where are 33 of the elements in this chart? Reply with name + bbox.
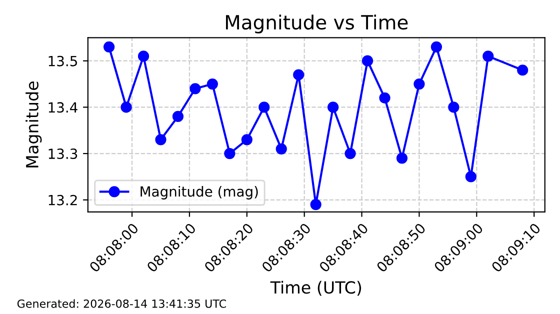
legend-label: Magnitude (mag) <box>140 186 258 200</box>
point <box>430 41 442 53</box>
point <box>206 78 218 90</box>
point <box>396 152 408 164</box>
point <box>379 92 390 104</box>
chart-title: Magnitude vs Time <box>226 14 408 34</box>
y-tick-label: 13.5 <box>48 56 77 66</box>
point <box>448 102 460 113</box>
point <box>155 134 166 146</box>
y-tick-label: 13.2 <box>48 194 77 206</box>
point <box>362 55 374 66</box>
point <box>258 102 270 113</box>
point <box>482 50 494 62</box>
point <box>344 148 356 160</box>
point <box>103 41 115 53</box>
point <box>465 171 476 182</box>
x-axis-title: Time (UTC) <box>270 280 362 296</box>
y-tick-label: 13.4 <box>48 102 78 113</box>
text: Generated: 2026-08-14 13:41:35 UTC <box>17 299 226 308</box>
point <box>138 50 150 62</box>
point <box>224 148 236 160</box>
point <box>328 102 339 113</box>
point <box>276 143 287 154</box>
point <box>120 102 132 113</box>
point <box>293 69 304 80</box>
point <box>190 83 201 94</box>
y-axis-title: Magnitude <box>26 82 42 168</box>
point <box>172 110 184 122</box>
y-tick-label: 13.3 <box>48 148 78 160</box>
point <box>310 198 322 210</box>
point <box>517 64 528 76</box>
point <box>241 134 252 146</box>
point <box>414 78 425 90</box>
